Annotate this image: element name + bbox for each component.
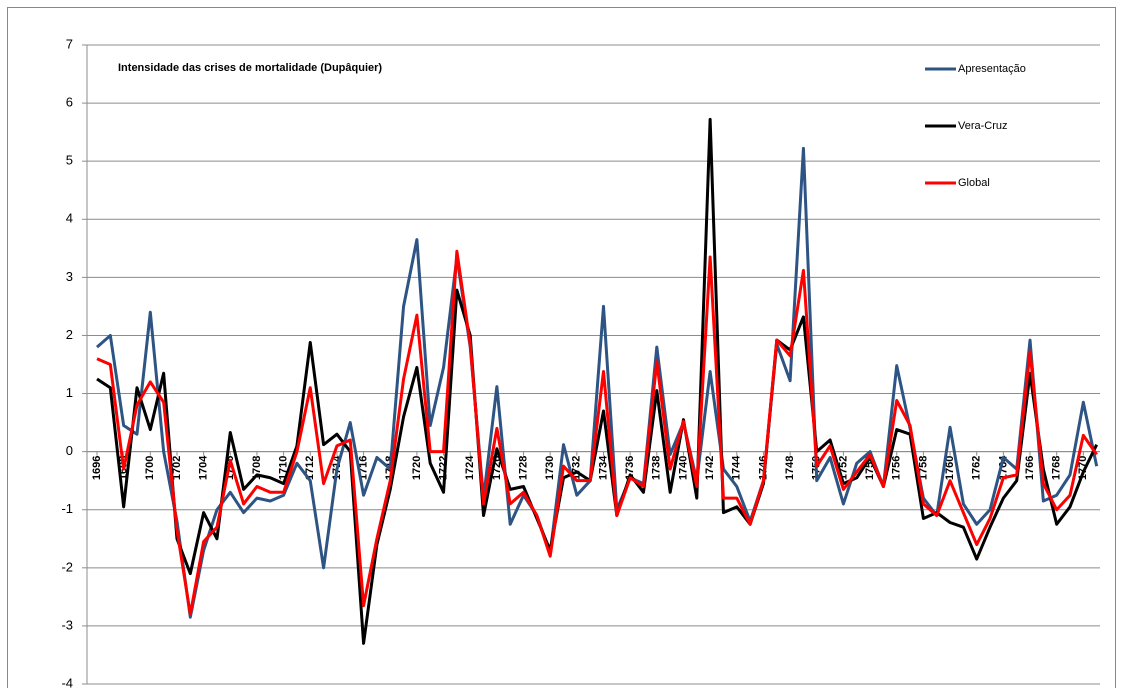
series-line (96, 146, 1099, 619)
y-tick-label: 6 (66, 95, 73, 110)
x-tick-label: 1738 (651, 456, 663, 480)
y-tick-label: -3 (61, 617, 73, 632)
y-tick-label: -4 (61, 675, 73, 688)
x-tick-label: 1744 (731, 455, 743, 480)
y-tick-label: -2 (61, 559, 73, 574)
y-tick-label: 1 (66, 385, 73, 400)
x-tick-label: 1748 (784, 456, 796, 480)
legend-label: Global (958, 177, 990, 189)
legend-label: Apresentação (958, 63, 1026, 75)
x-tick-label: 1728 (517, 456, 529, 480)
y-tick-label: 0 (66, 443, 73, 458)
x-tick-label: 1756 (891, 456, 903, 480)
x-tick-label: 1766 (1024, 456, 1036, 480)
x-tick-label: 1704 (198, 455, 210, 480)
series-line (96, 117, 1099, 645)
x-tick-label: 1740 (677, 456, 689, 480)
x-tick-label: 1742 (704, 456, 716, 480)
y-tick-label: 7 (66, 36, 73, 51)
x-tick-label: 1762 (971, 456, 983, 480)
chart-frame (7, 7, 1116, 693)
x-tick-label: 1770 (1077, 456, 1089, 480)
x-tick-label: 1760 (944, 456, 956, 480)
x-tick-label: 1768 (1051, 456, 1063, 480)
x-tick-label: 1702 (171, 456, 183, 480)
x-tick-label: 1696 (91, 456, 103, 480)
y-tick-label: 5 (66, 153, 73, 168)
series-line (96, 249, 1098, 616)
chart-title: Intensidade das crises de mortalidade (D… (118, 62, 382, 74)
y-tick-label: 2 (66, 327, 73, 342)
legend-label: Vera-Cruz (958, 120, 1008, 132)
x-tick-label: 1712 (304, 456, 316, 480)
x-tick-label: 1730 (544, 456, 556, 480)
x-tick-label: 1720 (411, 456, 423, 480)
y-tick-label: 4 (66, 211, 73, 226)
x-tick-label: 1734 (597, 455, 609, 480)
x-tick-label: 1700 (144, 456, 156, 480)
x-tick-label: 1736 (624, 456, 636, 480)
x-tick-label: 1724 (464, 455, 476, 480)
y-tick-label: -1 (61, 501, 73, 516)
y-tick-label: 3 (66, 269, 73, 284)
